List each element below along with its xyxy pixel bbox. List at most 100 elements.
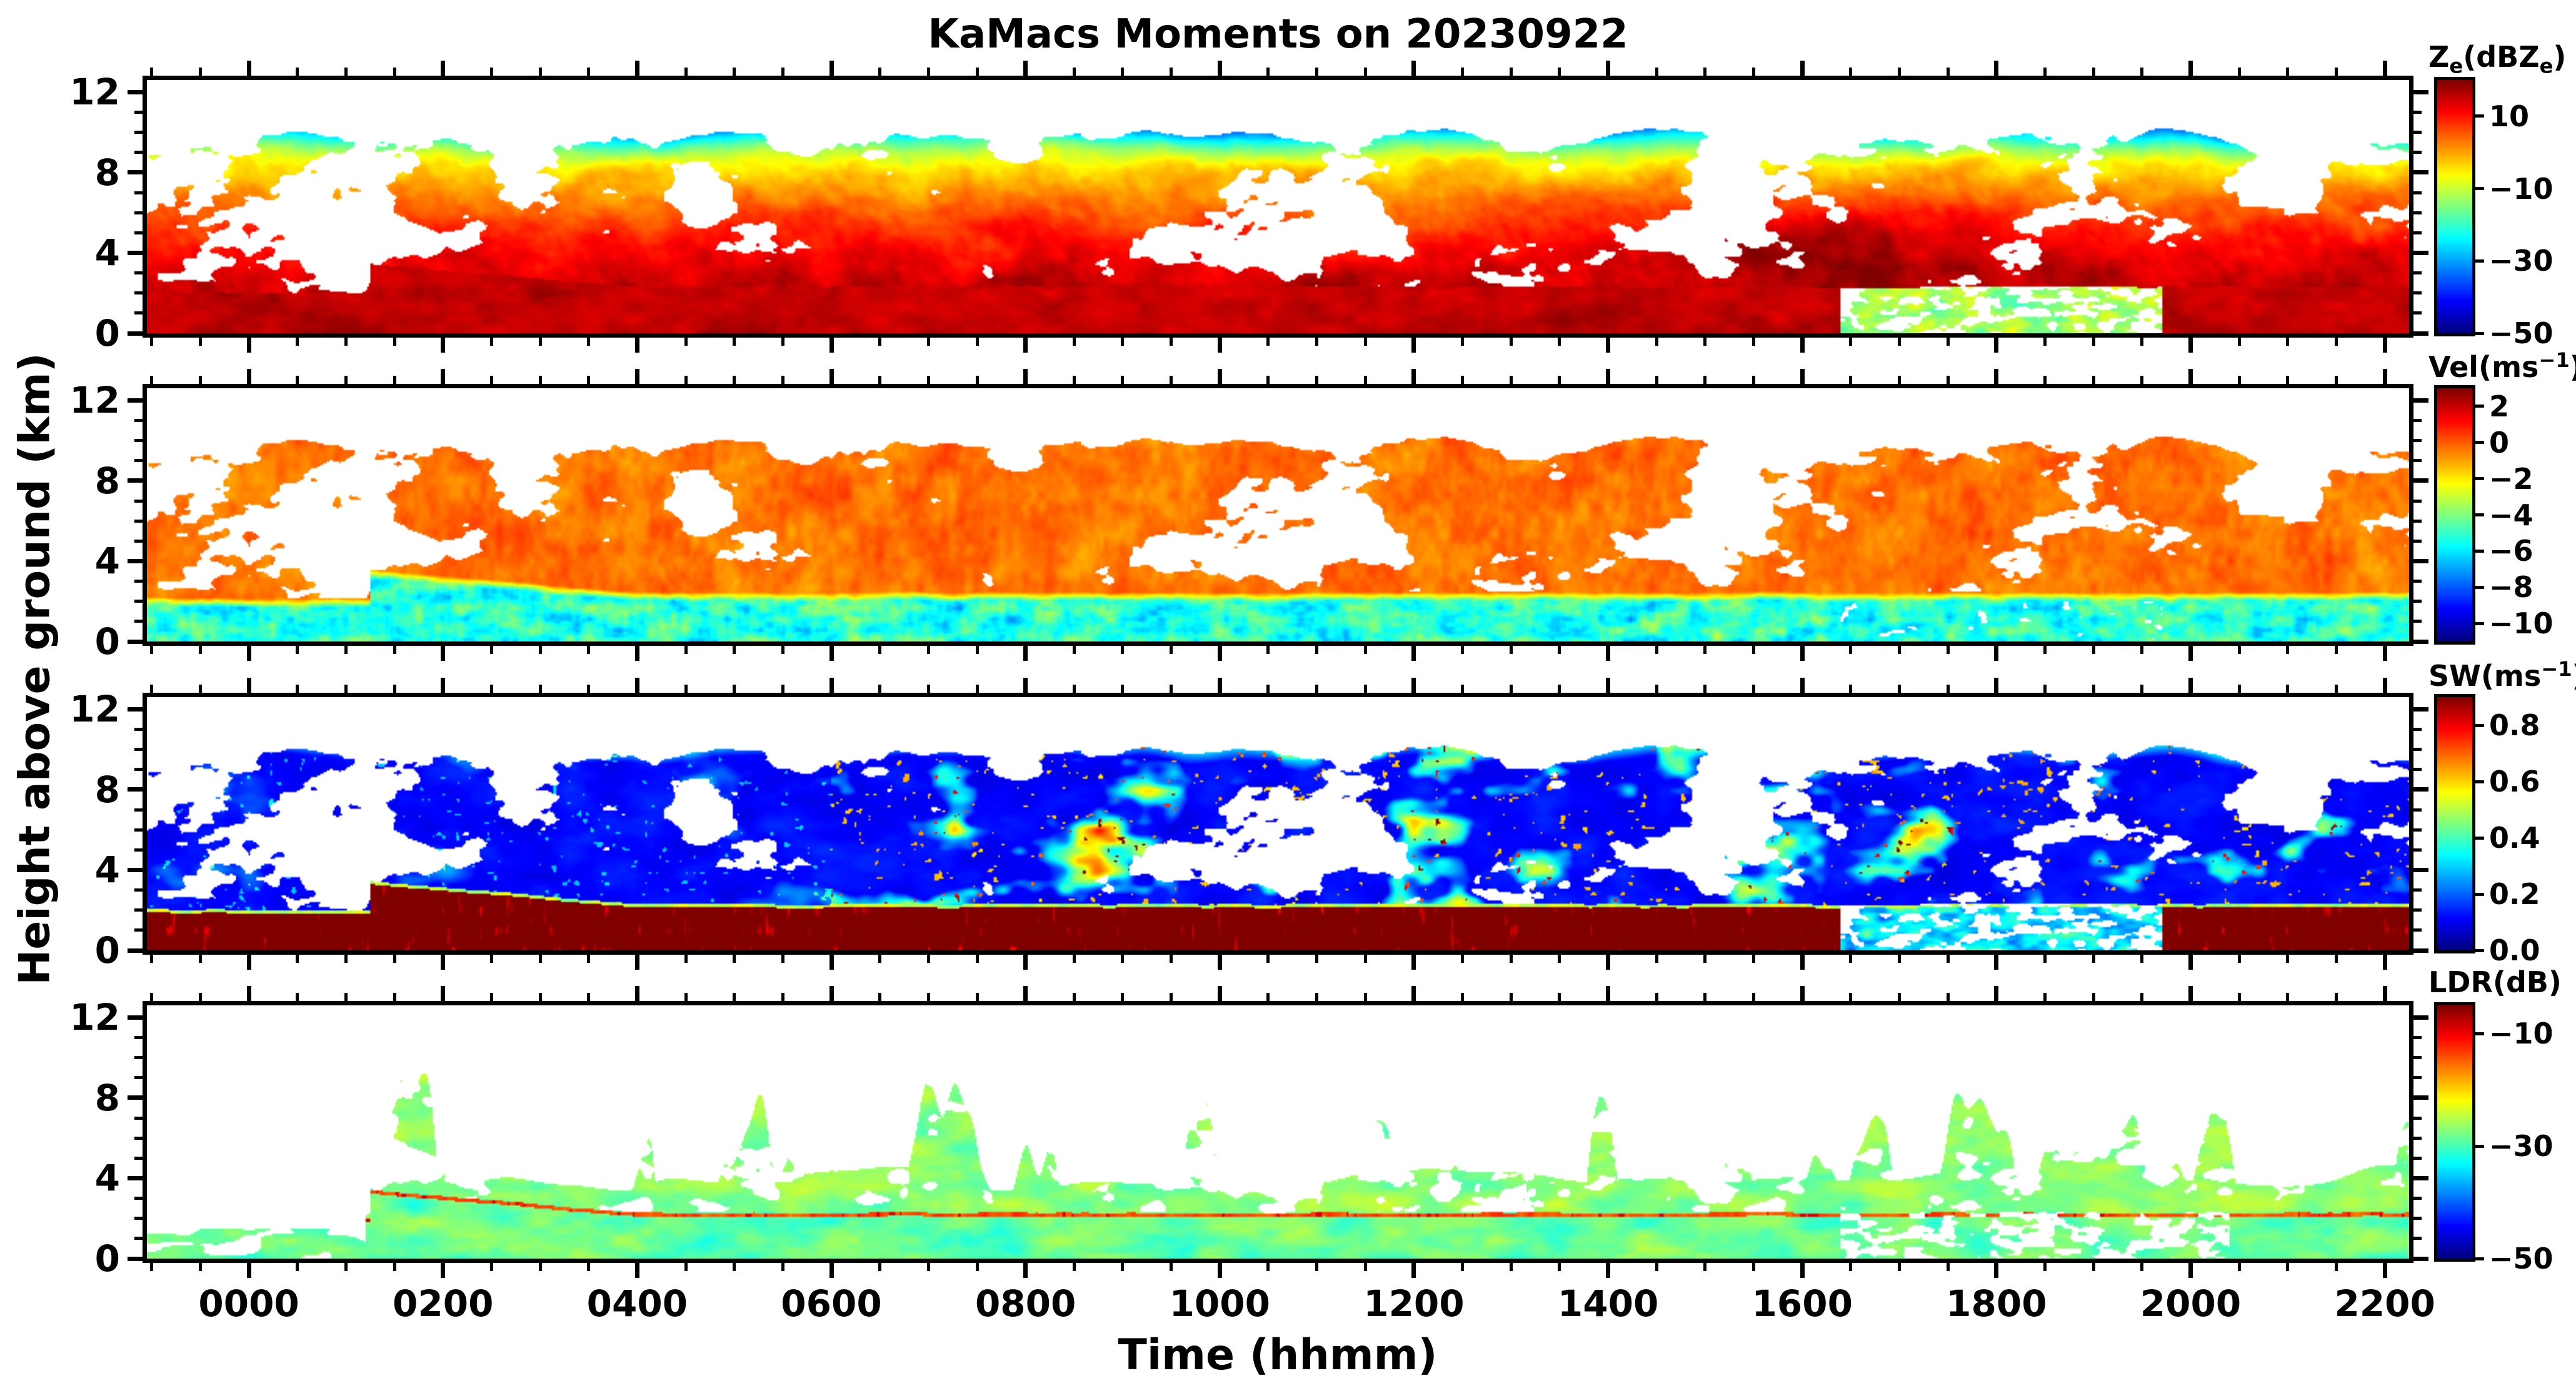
x-minor-tick xyxy=(926,376,930,384)
x-minor-tick xyxy=(2140,646,2144,654)
x-major-tick xyxy=(1411,338,1416,353)
x-minor-tick xyxy=(1266,376,1270,384)
x-minor-tick xyxy=(2140,955,2144,963)
x-minor-tick xyxy=(1849,68,1853,76)
x-minor-tick xyxy=(2237,685,2241,693)
x-major-tick xyxy=(634,1263,639,1278)
x-minor-tick xyxy=(1946,68,1950,76)
x-minor-tick xyxy=(296,68,299,76)
x-minor-tick xyxy=(1170,955,1173,963)
y-major-tick xyxy=(128,170,143,175)
x-minor-tick xyxy=(684,685,688,693)
y-major-tick xyxy=(2413,170,2428,175)
x-minor-tick xyxy=(2092,955,2095,963)
x-minor-tick xyxy=(2043,1263,2047,1271)
x-minor-tick xyxy=(393,993,396,1001)
x-minor-tick xyxy=(150,1263,154,1271)
x-minor-tick xyxy=(2092,338,2095,346)
x-major-tick xyxy=(1411,986,1416,1001)
x-minor-tick xyxy=(1266,646,1270,654)
x-major-tick xyxy=(2188,955,2193,970)
x-minor-tick xyxy=(2335,338,2338,346)
x-minor-tick xyxy=(198,646,202,654)
x-major-tick xyxy=(1994,678,1999,693)
y-major-tick xyxy=(2413,1095,2428,1100)
x-minor-tick xyxy=(1655,68,1658,76)
y-tick-label: 8 xyxy=(94,1076,120,1119)
y-major-tick xyxy=(2413,1015,2428,1020)
y-minor-tick xyxy=(134,1076,143,1080)
x-minor-tick xyxy=(2092,1263,2095,1271)
y-major-tick xyxy=(2413,478,2428,483)
colorbar-title-sw: SW(ms−1) xyxy=(2428,657,2576,693)
x-major-tick xyxy=(246,61,251,76)
panel-frame-ldr xyxy=(143,1001,2413,1263)
x-minor-tick xyxy=(781,338,784,346)
x-major-tick xyxy=(1606,1263,1611,1278)
y-minor-tick xyxy=(2413,1035,2422,1039)
x-major-tick xyxy=(634,955,639,970)
x-minor-tick xyxy=(1898,993,1902,1001)
x-major-tick xyxy=(1800,646,1805,661)
x-minor-tick xyxy=(2237,993,2241,1001)
x-minor-tick xyxy=(296,955,299,963)
x-minor-tick xyxy=(1315,685,1319,693)
colorbar-tick xyxy=(2475,441,2484,445)
x-major-tick xyxy=(1217,61,1222,76)
x-minor-tick xyxy=(2286,68,2290,76)
x-minor-tick xyxy=(1121,646,1125,654)
x-minor-tick xyxy=(344,646,348,654)
x-minor-tick xyxy=(150,955,154,963)
colorbar-tick xyxy=(2475,187,2484,191)
x-major-tick xyxy=(1606,646,1611,661)
x-minor-tick xyxy=(684,68,688,76)
x-minor-tick xyxy=(344,955,348,963)
x-major-tick xyxy=(246,955,251,970)
x-minor-tick xyxy=(587,338,591,346)
y-major-tick xyxy=(128,787,143,792)
y-minor-tick xyxy=(2413,908,2422,912)
x-minor-tick xyxy=(1315,646,1319,654)
x-minor-tick xyxy=(878,646,882,654)
x-minor-tick xyxy=(538,1263,542,1271)
x-minor-tick xyxy=(538,646,542,654)
y-minor-tick xyxy=(2413,727,2422,731)
y-minor-tick xyxy=(134,131,143,134)
y-minor-tick xyxy=(134,908,143,912)
y-minor-tick xyxy=(134,748,143,752)
x-minor-tick xyxy=(393,68,396,76)
x-minor-tick xyxy=(587,955,591,963)
x-minor-tick xyxy=(150,338,154,346)
x-major-tick xyxy=(2188,338,2193,353)
y-major-tick xyxy=(2413,398,2428,403)
x-minor-tick xyxy=(975,646,979,654)
x-major-tick xyxy=(441,955,446,970)
x-minor-tick xyxy=(1946,338,1950,346)
x-minor-tick xyxy=(1266,685,1270,693)
colorbar-tick-label: 0.0 xyxy=(2489,933,2540,967)
x-minor-tick xyxy=(1752,955,1756,963)
colorbar-tick-label: −10 xyxy=(2489,1017,2553,1050)
x-minor-tick xyxy=(878,1263,882,1271)
label-segment: e xyxy=(2539,54,2553,78)
x-major-tick xyxy=(2188,678,2193,693)
x-major-tick xyxy=(829,678,834,693)
x-major-tick xyxy=(1411,1263,1416,1278)
x-major-tick xyxy=(829,1263,834,1278)
y-minor-tick xyxy=(2413,748,2422,752)
x-major-tick xyxy=(1217,1263,1222,1278)
x-minor-tick xyxy=(2237,338,2241,346)
x-minor-tick xyxy=(2335,646,2338,654)
x-minor-tick xyxy=(1121,1263,1125,1271)
y-minor-tick xyxy=(2413,519,2422,523)
x-minor-tick xyxy=(926,338,930,346)
x-minor-tick xyxy=(878,685,882,693)
y-minor-tick xyxy=(134,580,143,583)
x-minor-tick xyxy=(1315,1263,1319,1271)
x-axis-label: Time (hhmm) xyxy=(1118,1330,1438,1380)
y-minor-tick xyxy=(134,191,143,194)
x-minor-tick xyxy=(1849,646,1853,654)
x-minor-tick xyxy=(1121,376,1125,384)
x-tick-label: 1600 xyxy=(1752,1282,1853,1325)
